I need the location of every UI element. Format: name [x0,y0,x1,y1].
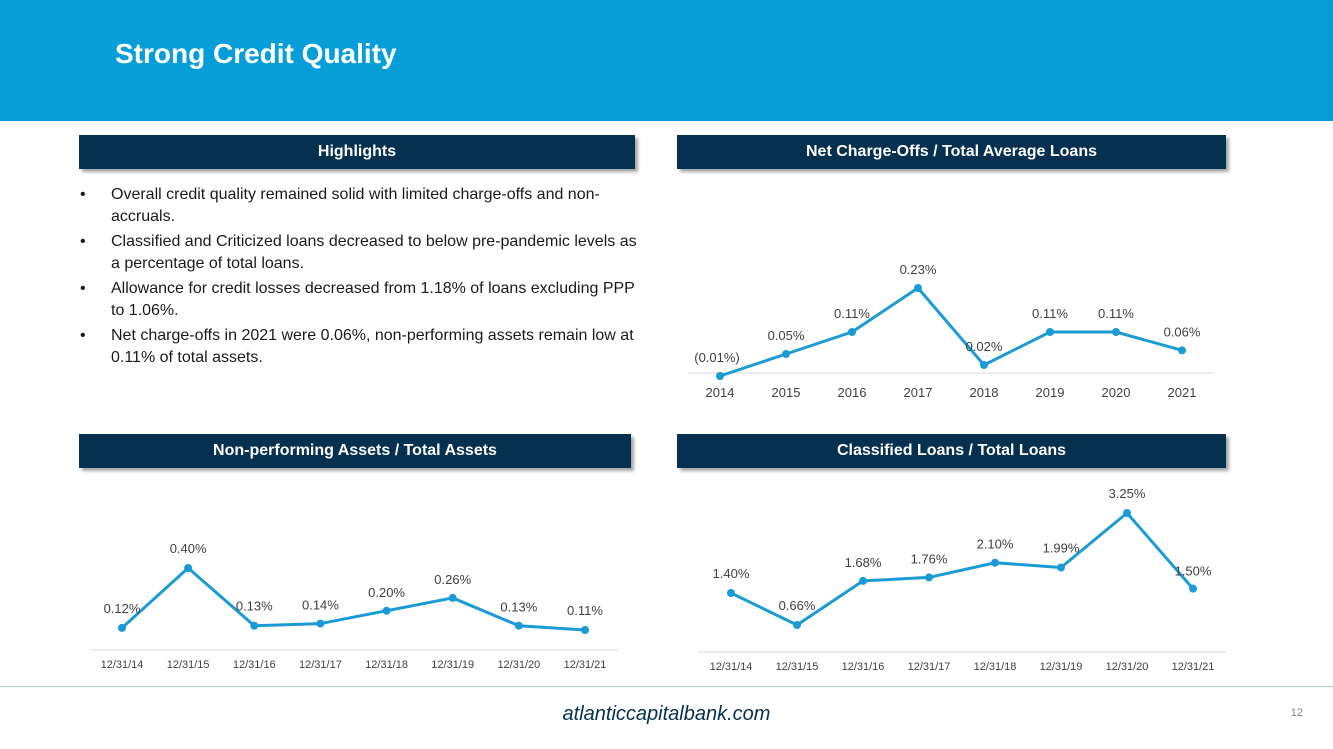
classified-tick-label: 12/31/17 [908,661,951,673]
classified-data-label: 2.10% [977,537,1014,552]
nco-data-point [1178,346,1186,355]
nco-tick-label: 2020 [1102,385,1131,400]
npa-data-point [382,606,391,615]
classified-data-label: 1.99% [1043,540,1080,555]
classified-tick-label: 12/31/20 [1106,661,1149,673]
classified-data-point [1189,584,1197,593]
classified-data-point [991,558,999,567]
nco-series-line [719,286,1183,378]
nco-data-label: 0.11% [1098,306,1134,321]
npa-tick-label: 12/31/19 [431,659,474,671]
list-item: Overall credit quality remained solid wi… [80,184,640,228]
title-banner: Strong Credit Quality [0,0,1333,121]
nco-data-label: 0.02% [966,339,1003,354]
npa-data-label: 0.13% [236,599,273,614]
npa-data-point [581,626,589,634]
npa-data-point [184,564,193,572]
npa-data-point [514,621,523,630]
npa-header: Non-performing Assets / Total Assets [79,434,631,468]
npa-data-point [118,623,126,632]
nco-tick-label: 2021 [1168,385,1197,400]
classified-tick-label: 12/31/16 [842,661,885,673]
nco-data-label: 0.11% [1032,306,1068,321]
nco-data-point [716,372,724,380]
nco-tick-label: 2019 [1036,385,1065,400]
nco-tick-label: 2018 [970,385,999,400]
npa-tick-label: 12/31/18 [365,659,408,671]
nco-data-label: 0.23% [900,262,937,277]
npa-data-label: 0.26% [434,572,471,587]
classified-data-point [1123,509,1131,517]
npa-tick-label: 12/31/21 [564,659,607,671]
npa-tick-label: 12/31/15 [167,659,210,671]
nco-data-point [782,350,790,358]
net-charge-offs-title: Net Charge-Offs / Total Average Loans [805,143,1097,160]
footer-divider [0,686,1333,687]
classified-data-label: 3.25% [1109,486,1146,501]
classified-loans-title: Classified Loans / Total Loans [836,442,1067,459]
npa-data-label: 0.14% [302,598,339,613]
highlights-header: Highlights [79,135,635,169]
nco-tick-label: 2017 [904,385,933,400]
classified-tick-label: 12/31/14 [710,661,753,673]
classified-tick-label: 12/31/15 [776,661,819,673]
classified-data-point [793,621,801,629]
npa-data-point [316,619,325,628]
nco-data-label: 0.05% [768,328,805,343]
classified-tick-label: 12/31/18 [974,661,1017,673]
npa-data-label: 0.13% [500,600,537,615]
nco-data-point [1112,328,1120,336]
footer-url: atlanticcapitalbank.com [562,703,771,725]
list-item: Net charge-offs in 2021 were 0.06%, non-… [80,325,640,369]
classified-data-point [727,589,735,597]
nco-data-point [1046,328,1054,336]
highlights-heading: Highlights [317,143,397,160]
classified-data-label: 1.76% [911,551,948,566]
nco-data-label: (0.01%) [694,350,740,365]
nco-data-point [914,284,922,292]
net-charge-offs-header: Net Charge-Offs / Total Average Loans [677,135,1226,169]
classified-data-point [925,573,933,582]
classified-data-point [1057,563,1065,572]
npa-tick-label: 12/31/14 [101,659,144,671]
npa-data-point [448,593,457,602]
npa-series-line [120,566,586,632]
nco-data-label: 0.11% [834,306,870,321]
nco-tick-label: 2014 [706,385,735,400]
nco-data-point [980,361,988,369]
npa-data-label: 0.20% [368,585,405,600]
npa-data-point [250,621,259,630]
classified-tick-label: 12/31/19 [1040,661,1083,673]
nco-tick-label: 2015 [772,385,801,400]
nco-data-label: 0.06% [1164,324,1201,339]
npa-title: Non-performing Assets / Total Assets [213,442,497,459]
classified-series-line [730,511,1195,627]
page-number: 12 [1290,707,1303,719]
list-item: Allowance for credit losses decreased fr… [80,278,640,322]
npa-tick-label: 12/31/16 [233,659,276,671]
npa-data-label: 0.40% [170,541,207,556]
page-title: Strong Credit Quality [115,38,397,69]
classified-data-label: 1.68% [845,555,882,570]
npa-tick-label: 12/31/20 [497,659,540,671]
classified-tick-label: 12/31/21 [1172,661,1215,673]
npa-data-label: 0.12% [104,601,141,616]
list-item: Classified and Criticized loans decrease… [80,231,640,275]
npa-data-label: 0.11% [567,603,603,618]
nco-data-point [848,328,856,336]
classified-loans-header: Classified Loans / Total Loans [677,434,1226,468]
highlights-list: Overall credit quality remained solid wi… [80,184,640,372]
classified-data-point [859,576,867,585]
classified-data-label: 1.40% [713,566,750,581]
npa-tick-label: 12/31/17 [299,659,342,671]
nco-tick-label: 2016 [838,385,867,400]
classified-data-label: 1.50% [1175,564,1212,579]
classified-data-label: 0.66% [779,598,816,613]
